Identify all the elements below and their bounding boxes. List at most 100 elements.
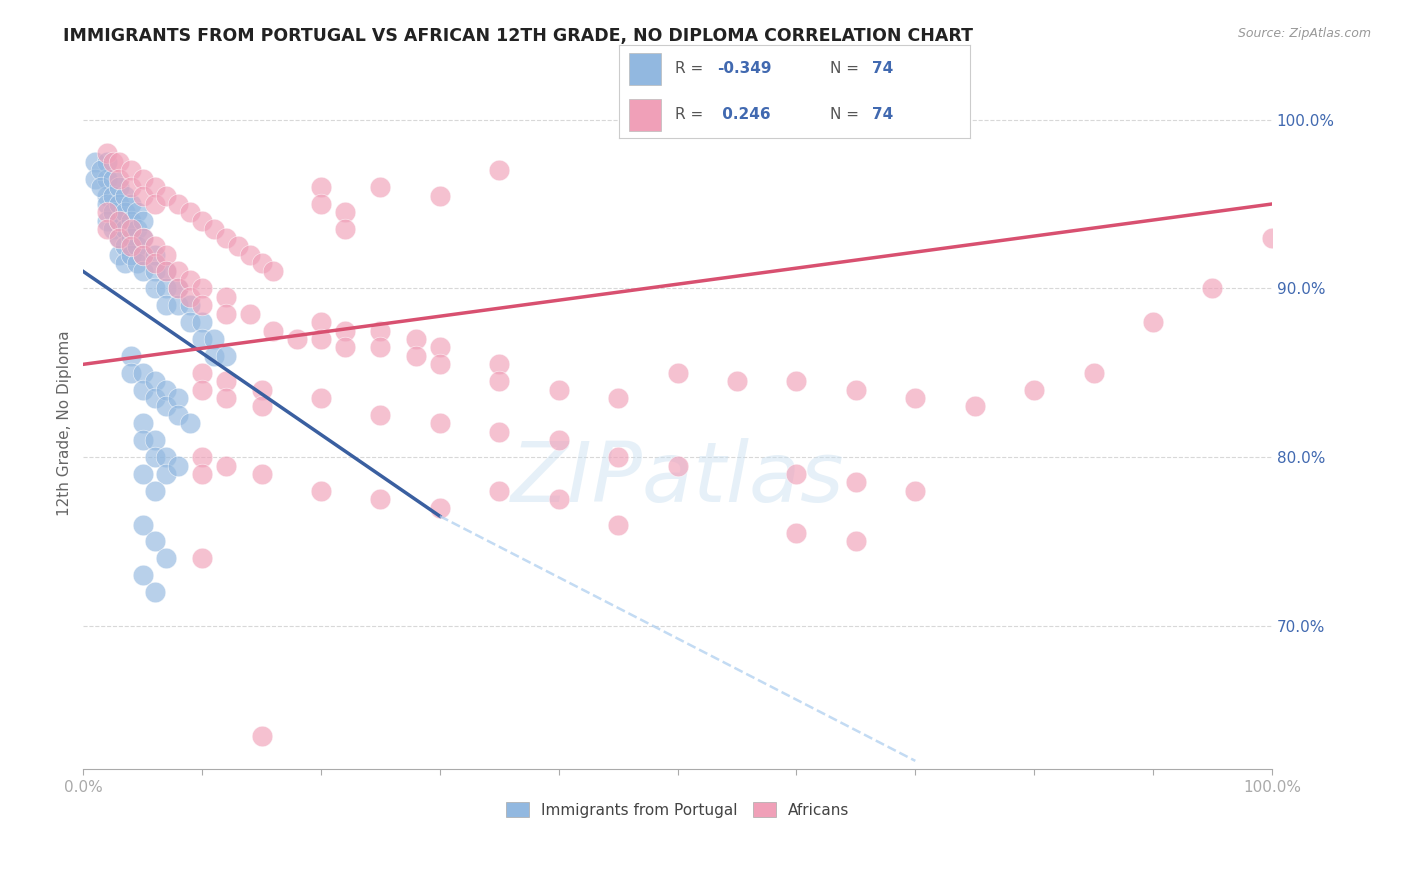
Point bbox=[309, 197, 332, 211]
Point bbox=[143, 281, 166, 295]
Point bbox=[132, 383, 155, 397]
Point bbox=[1024, 383, 1046, 397]
Point bbox=[179, 273, 201, 287]
Point bbox=[108, 180, 131, 194]
Point bbox=[202, 349, 225, 363]
Point bbox=[155, 188, 177, 202]
Point bbox=[250, 400, 273, 414]
Point bbox=[132, 467, 155, 481]
Point bbox=[155, 467, 177, 481]
Point bbox=[125, 222, 148, 236]
Point bbox=[1083, 366, 1105, 380]
Point bbox=[96, 197, 118, 211]
Point bbox=[143, 374, 166, 388]
Point bbox=[155, 264, 177, 278]
Point bbox=[179, 315, 201, 329]
Point bbox=[215, 349, 238, 363]
Point bbox=[114, 239, 136, 253]
Point bbox=[607, 517, 630, 532]
Point bbox=[132, 517, 155, 532]
Point bbox=[370, 408, 392, 422]
Point bbox=[90, 180, 112, 194]
Legend: Immigrants from Portugal, Africans: Immigrants from Portugal, Africans bbox=[499, 796, 855, 824]
Point bbox=[1142, 315, 1164, 329]
Point bbox=[191, 214, 214, 228]
Text: IMMIGRANTS FROM PORTUGAL VS AFRICAN 12TH GRADE, NO DIPLOMA CORRELATION CHART: IMMIGRANTS FROM PORTUGAL VS AFRICAN 12TH… bbox=[63, 27, 973, 45]
Point bbox=[607, 391, 630, 405]
Point bbox=[167, 458, 190, 473]
Text: Source: ZipAtlas.com: Source: ZipAtlas.com bbox=[1237, 27, 1371, 40]
Point bbox=[429, 188, 451, 202]
Point bbox=[547, 383, 569, 397]
Point bbox=[239, 247, 262, 261]
Point bbox=[405, 349, 427, 363]
Point bbox=[84, 171, 107, 186]
Point bbox=[309, 180, 332, 194]
Point bbox=[101, 171, 124, 186]
Point bbox=[488, 357, 510, 371]
Point bbox=[143, 585, 166, 599]
Point bbox=[845, 383, 868, 397]
Point bbox=[132, 214, 155, 228]
Point bbox=[143, 256, 166, 270]
Point bbox=[429, 341, 451, 355]
FancyBboxPatch shape bbox=[630, 99, 661, 131]
Point bbox=[120, 366, 142, 380]
Point bbox=[114, 205, 136, 219]
Point bbox=[370, 180, 392, 194]
Point bbox=[155, 400, 177, 414]
Point bbox=[904, 391, 927, 405]
Point bbox=[108, 231, 131, 245]
Point bbox=[120, 197, 142, 211]
Point bbox=[191, 467, 214, 481]
Point bbox=[547, 492, 569, 507]
Y-axis label: 12th Grade, No Diploma: 12th Grade, No Diploma bbox=[58, 331, 72, 516]
Point bbox=[963, 400, 986, 414]
Point bbox=[333, 205, 356, 219]
Point bbox=[120, 231, 142, 245]
Point bbox=[96, 154, 118, 169]
Point bbox=[132, 366, 155, 380]
Point bbox=[1201, 281, 1223, 295]
Point bbox=[108, 214, 131, 228]
Point bbox=[191, 366, 214, 380]
Point bbox=[96, 205, 118, 219]
Point bbox=[167, 264, 190, 278]
Point bbox=[155, 383, 177, 397]
Point bbox=[143, 450, 166, 464]
Point bbox=[179, 290, 201, 304]
Point bbox=[405, 332, 427, 346]
Point bbox=[607, 450, 630, 464]
Text: R =: R = bbox=[675, 62, 709, 77]
Point bbox=[1261, 231, 1284, 245]
Point bbox=[239, 307, 262, 321]
Point bbox=[547, 434, 569, 448]
Point bbox=[845, 534, 868, 549]
Point bbox=[132, 171, 155, 186]
Point bbox=[125, 239, 148, 253]
Text: N =: N = bbox=[830, 107, 863, 122]
Point bbox=[263, 324, 285, 338]
Point bbox=[666, 366, 689, 380]
Point bbox=[143, 534, 166, 549]
Point bbox=[155, 298, 177, 312]
Point bbox=[191, 450, 214, 464]
Point bbox=[370, 324, 392, 338]
Point bbox=[167, 197, 190, 211]
Point bbox=[101, 205, 124, 219]
Point bbox=[285, 332, 308, 346]
Point bbox=[96, 188, 118, 202]
Point bbox=[114, 222, 136, 236]
FancyBboxPatch shape bbox=[630, 53, 661, 85]
Point bbox=[309, 332, 332, 346]
Point bbox=[202, 332, 225, 346]
Point bbox=[333, 324, 356, 338]
Text: R =: R = bbox=[675, 107, 709, 122]
Point bbox=[488, 483, 510, 498]
Point bbox=[488, 374, 510, 388]
Point bbox=[96, 146, 118, 161]
Point bbox=[333, 222, 356, 236]
Point bbox=[845, 475, 868, 490]
Point bbox=[108, 231, 131, 245]
Point bbox=[309, 483, 332, 498]
